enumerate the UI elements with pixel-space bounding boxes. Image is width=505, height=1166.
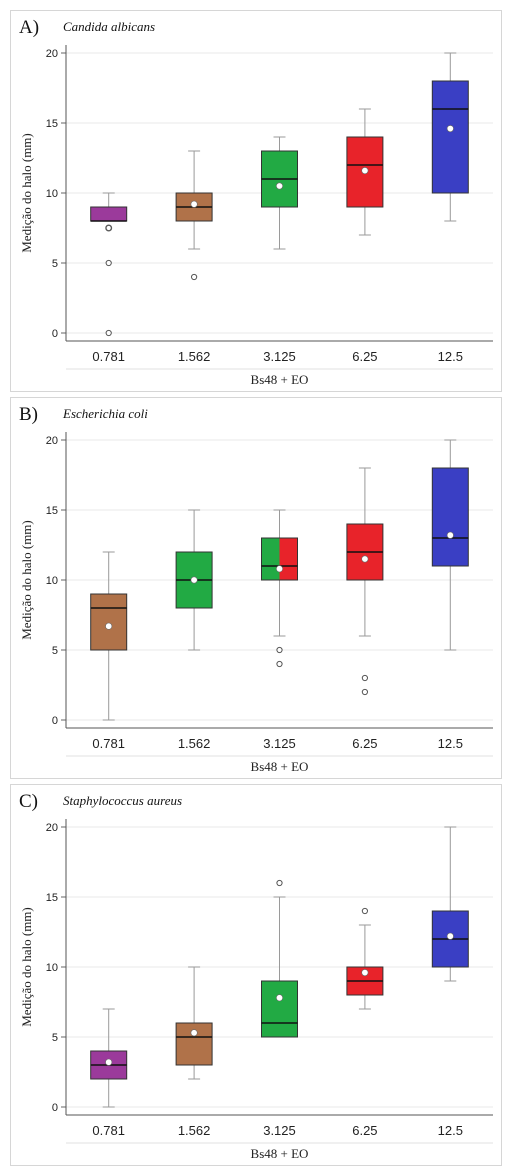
y-tick-label: 0 bbox=[52, 1102, 58, 1114]
mean-marker bbox=[361, 555, 369, 563]
outlier-point bbox=[191, 273, 198, 281]
chart-title: Staphylococcus aureus bbox=[63, 793, 183, 808]
x-tick-label: 3.125 bbox=[263, 1123, 296, 1138]
y-tick-label: 20 bbox=[46, 822, 58, 834]
chart-title: Escherichia coli bbox=[63, 406, 148, 421]
chart-panel-c: C) Staphylococcus aureus 0 5 10 15 20 0.781 1.… bbox=[10, 784, 502, 1166]
x-tick-label: 12.5 bbox=[438, 349, 463, 364]
x-tick-label: 12.5 bbox=[438, 736, 463, 751]
x-tick-label: 12.5 bbox=[438, 1123, 463, 1138]
mean-marker bbox=[190, 200, 198, 208]
y-tick-label: 5 bbox=[52, 258, 58, 270]
boxplot-svg: 0 5 10 15 20 0.781 1.562 3.125 6.25 12.5 Bs48 + EO… bbox=[19, 432, 493, 774]
outlier-point bbox=[105, 259, 112, 267]
box bbox=[90, 206, 128, 222]
y-tick-label: 15 bbox=[46, 118, 58, 130]
y-tick-label: 5 bbox=[52, 1032, 58, 1044]
x-axis-title: Bs48 + EO bbox=[251, 1146, 309, 1161]
panel-label: A) bbox=[19, 17, 40, 38]
y-tick-label: 15 bbox=[46, 892, 58, 904]
outlier-point bbox=[105, 224, 112, 232]
x-tick-label: 0.781 bbox=[92, 736, 125, 751]
x-tick-label: 3.125 bbox=[263, 736, 296, 751]
x-tick-label: 1.562 bbox=[178, 736, 211, 751]
outlier-point bbox=[105, 329, 112, 337]
mean-marker bbox=[190, 576, 198, 584]
y-tick-label: 20 bbox=[46, 435, 58, 447]
outlier-point bbox=[276, 646, 283, 654]
mean-marker bbox=[361, 167, 369, 175]
x-tick-label: 0.781 bbox=[92, 349, 125, 364]
outlier-point bbox=[276, 660, 283, 668]
outlier-point bbox=[361, 907, 368, 915]
box bbox=[279, 538, 298, 580]
box bbox=[261, 538, 280, 580]
y-tick-label: 0 bbox=[52, 715, 58, 727]
box bbox=[261, 980, 298, 1038]
boxplot-svg: 0 5 10 15 20 0.781 1.562 3.125 6.25 12.5 Bs48 + EO… bbox=[19, 819, 493, 1161]
y-tick-label: 0 bbox=[52, 328, 58, 340]
chart-panel-a: A) Candida albicans 0 5 10 15 20 0.781 1.562 3.… bbox=[10, 10, 502, 392]
y-tick-label: 10 bbox=[46, 962, 58, 974]
outlier-point bbox=[276, 879, 283, 887]
x-tick-label: 1.562 bbox=[178, 349, 211, 364]
y-tick-label: 10 bbox=[46, 575, 58, 587]
mean-marker bbox=[446, 125, 454, 133]
x-tick-label: 0.781 bbox=[92, 1123, 125, 1138]
box bbox=[431, 467, 469, 567]
mean-marker bbox=[275, 182, 283, 190]
y-tick-label: 5 bbox=[52, 645, 58, 657]
mean-marker bbox=[105, 1058, 113, 1066]
y-axis-title: Medição do halo (mm) bbox=[19, 133, 34, 253]
mean-marker bbox=[275, 565, 283, 573]
mean-marker bbox=[190, 1029, 198, 1037]
chart-panel-b: B) Escherichia coli 0 5 10 15 20 0.781 1.562 3.… bbox=[10, 397, 502, 779]
y-tick-label: 20 bbox=[46, 48, 58, 60]
x-tick-label: 3.125 bbox=[263, 349, 296, 364]
mean-marker bbox=[446, 531, 454, 539]
y-tick-label: 10 bbox=[46, 188, 58, 200]
x-axis-title: Bs48 + EO bbox=[251, 759, 309, 774]
x-axis-title: Bs48 + EO bbox=[251, 372, 309, 387]
mean-marker bbox=[446, 932, 454, 940]
mean-marker bbox=[361, 969, 369, 977]
mean-marker bbox=[275, 994, 283, 1002]
outlier-point bbox=[361, 688, 368, 696]
outlier-point bbox=[361, 674, 368, 682]
box bbox=[90, 593, 128, 651]
box-outline bbox=[261, 537, 298, 581]
boxplot-svg: 0 5 10 15 20 0.781 1.562 3.125 6.25 12.5 Bs48 + EO… bbox=[19, 45, 493, 387]
x-tick-label: 6.25 bbox=[352, 349, 377, 364]
panel-label: B) bbox=[19, 404, 38, 425]
x-tick-label: 6.25 bbox=[352, 736, 377, 751]
y-axis-title: Medição do halo (mm) bbox=[19, 520, 34, 640]
x-tick-label: 6.25 bbox=[352, 1123, 377, 1138]
box bbox=[431, 80, 469, 194]
mean-marker bbox=[105, 622, 113, 630]
panel-label: C) bbox=[19, 791, 38, 812]
x-tick-label: 1.562 bbox=[178, 1123, 211, 1138]
y-tick-label: 15 bbox=[46, 505, 58, 517]
y-axis-title: Medição do halo (mm) bbox=[19, 907, 34, 1027]
chart-title: Candida albicans bbox=[63, 19, 156, 34]
